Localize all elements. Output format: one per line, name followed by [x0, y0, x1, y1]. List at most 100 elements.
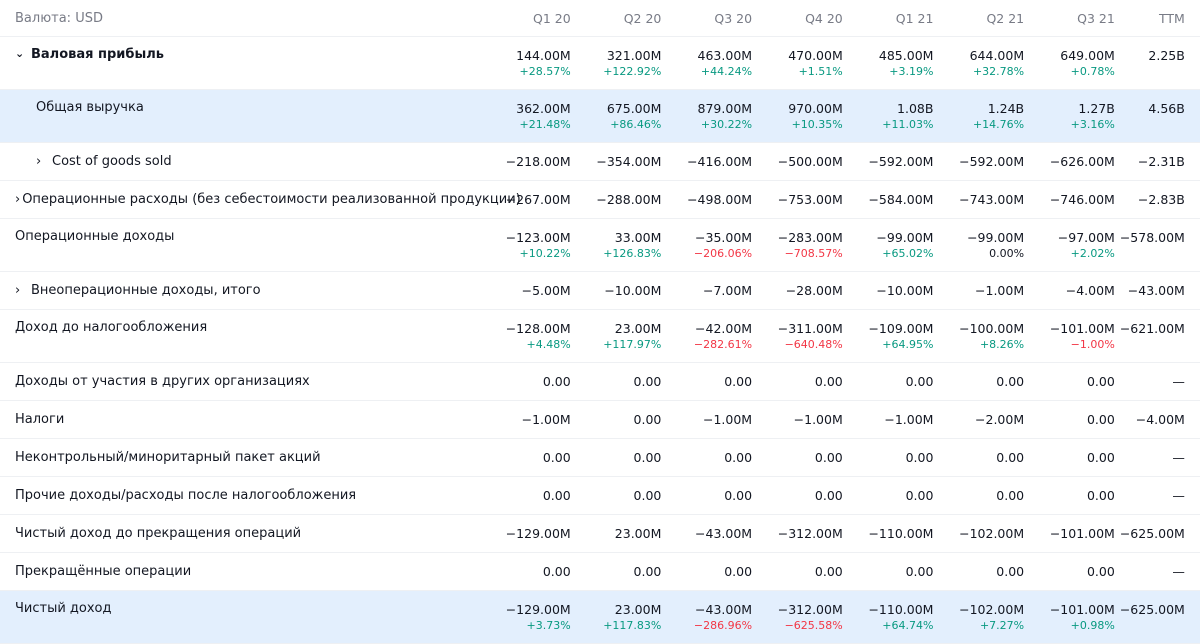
value-cell: 0.00 [661, 553, 752, 590]
row-label-cell[interactable]: › Внеоперационные доходы, итого [0, 272, 480, 309]
row-label-cell: Прочие доходы/расходы после налогообложе… [0, 477, 480, 514]
row-label-cell[interactable]: › Cost of goods sold [0, 143, 480, 180]
column-header[interactable]: TTM [1158, 10, 1185, 26]
value-cell: −592.00M [933, 143, 1024, 180]
value-cell: −1.00M [843, 401, 933, 438]
value-cell: 0.00 [480, 439, 571, 476]
value-amount: −625.00M [1119, 602, 1185, 617]
value-cell: 644.00M +32.78% [933, 37, 1025, 89]
value-amount: 644.00M [969, 48, 1025, 63]
value-amount: −43.00M [695, 602, 753, 617]
value-cell: −354.00M [571, 143, 661, 180]
value-amount: 0.00 [542, 450, 571, 465]
column-header[interactable]: Q1 20 [533, 10, 571, 26]
column-header[interactable]: Q3 20 [714, 10, 753, 26]
value-cell: 4.56B [1115, 90, 1200, 142]
value-amount: 0.00 [996, 374, 1025, 389]
value-amount: −128.00M [505, 321, 571, 336]
row-label-cell[interactable]: ⌄ Валовая прибыль [0, 37, 480, 89]
value-amount: −5.00M [521, 283, 571, 298]
value-amount: 879.00M [697, 101, 753, 116]
value-amount: −753.00M [777, 192, 843, 207]
value-cell: 0.00 [1024, 401, 1115, 438]
value-amount: −110.00M [868, 602, 934, 617]
value-amount: 0.00 [905, 374, 934, 389]
value-amount: 1.24B [987, 101, 1025, 116]
table-row[interactable]: › Операционные расходы (без себестоимости… [0, 181, 1200, 219]
value-cell: −28.00M [752, 272, 843, 309]
row-label: Чистый доход [15, 601, 112, 616]
value-amount: 0.00 [542, 564, 571, 579]
column-header[interactable]: Q2 21 [986, 10, 1025, 26]
table-row: Доход до налогообложения −128.00M +4.48% 23… [0, 310, 1200, 363]
value-cell: −4.00M [1024, 272, 1115, 309]
value-amount: — [1172, 450, 1185, 465]
value-amount: −10.00M [876, 283, 934, 298]
value-cell: — [1115, 363, 1200, 400]
value-cell: −626.00M [1024, 143, 1115, 180]
chevron-right-icon[interactable]: › [15, 283, 21, 298]
value-cell: −100.00M +8.26% [933, 310, 1024, 362]
table-row: Налоги −1.00M 0.00 −1.00M −1.00M −1.00M −2.00M… [0, 401, 1200, 439]
value-cell: −123.00M +10.22% [480, 219, 571, 271]
row-label-cell: Прекращённые операции [0, 553, 480, 590]
value-cell: −109.00M +64.95% [843, 310, 934, 362]
value-cell: 2.25B [1115, 37, 1200, 89]
value-cell: −267.00M [480, 181, 571, 218]
column-header[interactable]: Q2 20 [623, 10, 662, 26]
chevron-right-icon[interactable]: › [36, 154, 42, 169]
value-cell: −10.00M [843, 272, 934, 309]
value-amount: 0.00 [1086, 488, 1115, 503]
value-cell: −312.00M [752, 515, 843, 552]
column-header[interactable]: Q1 21 [895, 10, 934, 26]
currency-label: Валюта: USD [15, 10, 103, 26]
table-row[interactable]: › Cost of goods sold −218.00M −354.00M −416.… [0, 143, 1200, 181]
chevron-down-icon[interactable]: ⌄ [15, 47, 25, 60]
value-amount: −2.00M [975, 412, 1025, 427]
table-row: Доходы от участия в других организациях 0… [0, 363, 1200, 401]
value-cell: 970.00M +10.35% [752, 90, 843, 142]
value-cell: −42.00M −282.61% [661, 310, 752, 362]
value-amount: −42.00M [695, 321, 753, 336]
value-amount: −584.00M [868, 192, 934, 207]
value-amount: −500.00M [777, 154, 843, 169]
value-change-percent: +28.57% [519, 65, 571, 78]
value-amount: −110.00M [868, 526, 934, 541]
table-row[interactable]: ⌄ Валовая прибыль 144.00M +28.57% 321.00M +12… [0, 37, 1200, 90]
value-cell: −5.00M [480, 272, 571, 309]
value-change-percent: +10.22% [519, 247, 571, 260]
value-change-percent: −708.57% [784, 247, 843, 260]
value-change-percent: +8.26% [979, 338, 1025, 351]
value-amount: 23.00M [614, 602, 662, 617]
value-amount: −97.00M [1057, 230, 1115, 245]
value-cell: −312.00M −625.58% [752, 591, 843, 643]
value-cell: 0.00 [571, 477, 662, 514]
value-cell: −43.00M [1115, 272, 1200, 309]
value-amount: −746.00M [1049, 192, 1115, 207]
value-amount: 1.08B [897, 101, 934, 116]
value-amount: −4.00M [1135, 412, 1185, 427]
value-cell: −283.00M −708.57% [752, 219, 843, 271]
column-header[interactable]: Q3 21 [1077, 10, 1115, 26]
column-header[interactable]: Q4 20 [805, 10, 843, 26]
value-amount: 4.56B [1148, 101, 1185, 116]
value-amount: 0.00 [814, 450, 843, 465]
row-label-cell[interactable]: › Операционные расходы (без себестоимости… [0, 181, 521, 218]
value-change-percent: +64.95% [882, 338, 934, 351]
value-cell: 0.00 [571, 553, 662, 590]
table-row: Чистый доход до прекращения операций −129… [0, 515, 1200, 553]
value-cell: −102.00M [933, 515, 1024, 552]
value-amount: 0.00 [905, 564, 934, 579]
value-change-percent: +1.51% [798, 65, 843, 78]
value-cell: 0.00 [571, 363, 662, 400]
value-cell: −578.00M [1115, 219, 1200, 271]
row-label: Неконтрольный/миноритарный пакет акций [15, 450, 321, 465]
value-amount: −625.00M [1119, 526, 1185, 541]
value-amount: −4.00M [1065, 283, 1115, 298]
value-amount: −10.00M [604, 283, 662, 298]
value-amount: 675.00M [606, 101, 662, 116]
chevron-right-icon[interactable]: › [15, 192, 21, 207]
value-cell: 321.00M +122.92% [571, 37, 661, 89]
table-row[interactable]: › Внеоперационные доходы, итого −5.00M −10.… [0, 272, 1200, 310]
